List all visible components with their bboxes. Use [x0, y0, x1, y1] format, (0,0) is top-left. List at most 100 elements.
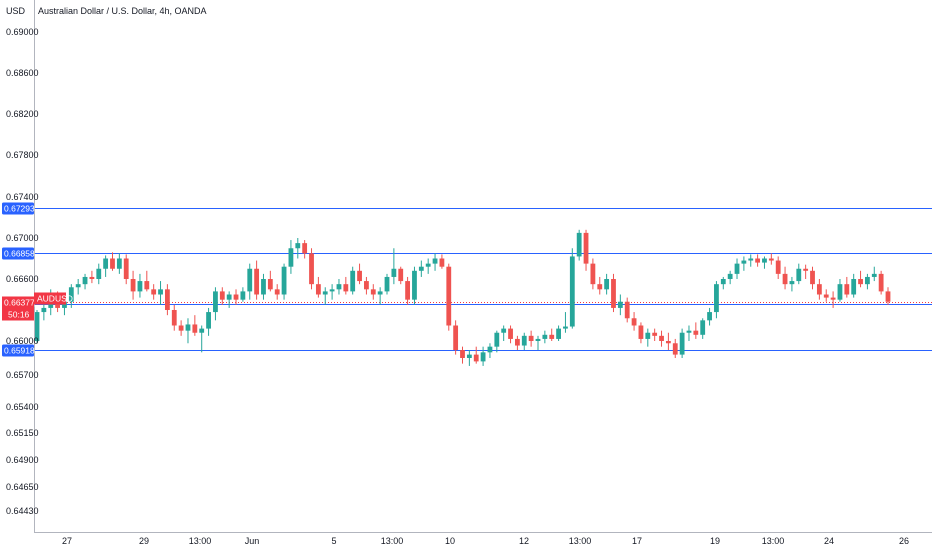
candle[interactable]	[446, 263, 452, 331]
time-axis[interactable]: 27 29 13:00 Jun 5 13:00 10 12 13:00 17 19 13:00 24 26	[62, 536, 909, 546]
candle[interactable]	[123, 254, 129, 285]
candle[interactable]	[611, 273, 616, 313]
candle[interactable]	[357, 263, 362, 285]
candle[interactable]	[384, 273, 390, 295]
candle[interactable]	[75, 279, 81, 295]
candle[interactable]	[460, 346, 465, 364]
candle[interactable]	[837, 279, 843, 302]
candle[interactable]	[34, 310, 40, 344]
candle[interactable]	[878, 270, 884, 295]
candle[interactable]	[432, 253, 438, 271]
candle[interactable]	[617, 294, 623, 316]
candle[interactable]	[535, 335, 541, 351]
candle[interactable]	[624, 297, 630, 323]
candle[interactable]	[686, 325, 692, 342]
candle[interactable]	[563, 312, 568, 333]
candle[interactable]	[130, 270, 136, 300]
candle[interactable]	[254, 260, 260, 300]
candle[interactable]	[515, 335, 520, 351]
candle[interactable]	[858, 270, 863, 288]
candle[interactable]	[659, 330, 664, 347]
candle[interactable]	[734, 258, 740, 280]
candle[interactable]	[89, 270, 95, 284]
candle[interactable]	[178, 320, 184, 336]
candle[interactable]	[439, 254, 445, 269]
candle[interactable]	[652, 328, 658, 341]
candle[interactable]	[569, 248, 575, 329]
candle[interactable]	[364, 276, 369, 295]
candle[interactable]	[473, 346, 479, 364]
candle[interactable]	[494, 330, 500, 353]
candle[interactable]	[727, 270, 733, 285]
candle[interactable]	[604, 273, 610, 295]
candle[interactable]	[281, 263, 287, 300]
candle[interactable]	[714, 281, 719, 319]
candle[interactable]	[103, 255, 109, 277]
candle[interactable]	[480, 346, 486, 366]
candle[interactable]	[816, 279, 822, 300]
candle[interactable]	[844, 276, 850, 298]
candle[interactable]	[528, 330, 534, 347]
candle[interactable]	[720, 276, 726, 290]
candle[interactable]	[151, 284, 157, 300]
candle[interactable]	[707, 307, 712, 326]
candle[interactable]	[590, 258, 596, 290]
candle[interactable]	[768, 253, 774, 265]
candle[interactable]	[116, 253, 122, 274]
candle[interactable]	[144, 270, 150, 292]
candle[interactable]	[755, 254, 761, 267]
candle[interactable]	[295, 238, 301, 259]
candle[interactable]	[521, 332, 527, 351]
candle[interactable]	[336, 279, 342, 295]
candle[interactable]	[274, 284, 280, 300]
candle[interactable]	[219, 287, 225, 305]
candle[interactable]	[213, 287, 218, 321]
candle[interactable]	[549, 328, 555, 341]
candle[interactable]	[302, 240, 308, 259]
candle[interactable]	[672, 338, 678, 358]
candle[interactable]	[192, 315, 198, 336]
candle[interactable]	[405, 276, 410, 305]
candle[interactable]	[329, 284, 335, 300]
candle[interactable]	[741, 256, 747, 271]
candle[interactable]	[199, 325, 205, 353]
candle[interactable]	[226, 291, 232, 308]
candle[interactable]	[68, 284, 74, 308]
candle[interactable]	[487, 343, 493, 358]
candle[interactable]	[110, 252, 115, 271]
candle[interactable]	[466, 350, 472, 366]
candle[interactable]	[164, 284, 170, 316]
candle[interactable]	[638, 322, 644, 344]
candle[interactable]	[782, 266, 788, 290]
candle[interactable]	[851, 273, 857, 298]
candle[interactable]	[748, 254, 754, 267]
candle[interactable]	[645, 328, 651, 347]
candle[interactable]	[823, 289, 829, 302]
candle[interactable]	[665, 332, 671, 351]
candle[interactable]	[240, 287, 246, 302]
candle[interactable]	[350, 266, 356, 295]
candle[interactable]	[830, 291, 836, 308]
candle[interactable]	[137, 273, 143, 298]
candle[interactable]	[391, 248, 397, 285]
candle[interactable]	[96, 263, 102, 285]
price-axis[interactable]: 0.69000 0.68600 0.68200 0.67800 0.67400 0.670…	[6, 27, 39, 516]
candle[interactable]	[377, 287, 383, 305]
candle[interactable]	[501, 325, 507, 342]
candle[interactable]	[762, 256, 767, 269]
candle[interactable]	[775, 256, 781, 279]
candle[interactable]	[508, 325, 513, 344]
candle[interactable]	[158, 281, 163, 305]
candle[interactable]	[171, 304, 177, 331]
candle[interactable]	[453, 320, 459, 355]
candle[interactable]	[796, 263, 802, 285]
candle[interactable]	[261, 273, 266, 300]
candle[interactable]	[315, 276, 321, 298]
candle[interactable]	[885, 287, 891, 305]
candle[interactable]	[583, 229, 589, 271]
candle[interactable]	[206, 307, 211, 336]
candle[interactable]	[185, 318, 191, 344]
candle[interactable]	[789, 276, 795, 292]
candle[interactable]	[871, 266, 877, 282]
